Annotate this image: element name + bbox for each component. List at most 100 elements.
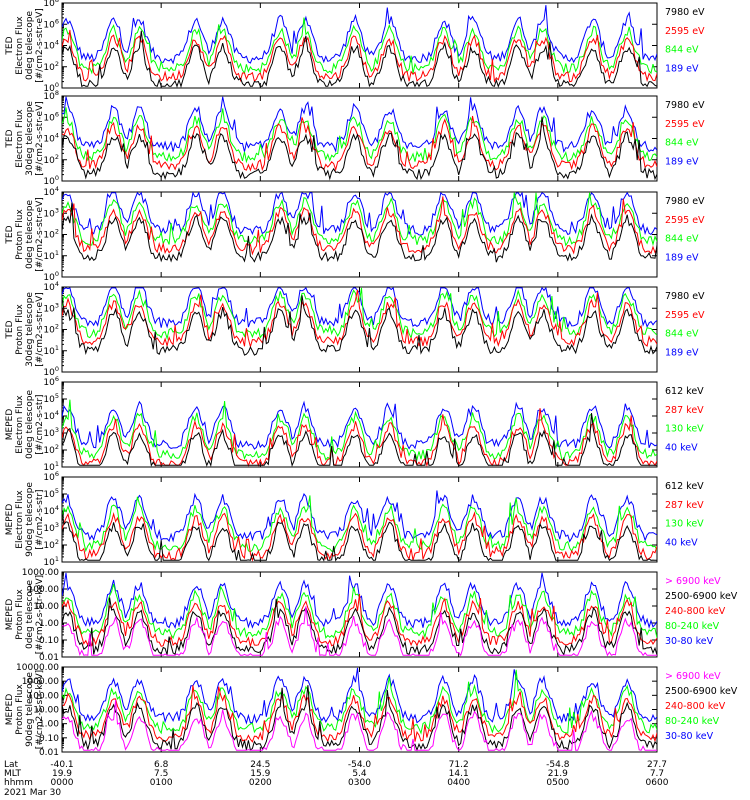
y-tick-label: 100 — [43, 270, 59, 283]
y-axis-label: TED — [5, 320, 15, 339]
x-tick-hhmm: 0400 — [447, 778, 470, 788]
x-tick-hhmm: 0500 — [546, 778, 569, 788]
y-axis-label: [#/cm2-s-str-eV] — [35, 197, 45, 272]
legend-entry: 7980 eV — [665, 196, 705, 207]
y-axis-label: [#/cm2-s-str-eV] — [35, 8, 45, 83]
y-tick-label: 100 — [43, 174, 59, 187]
y-axis-label: 90deg telescope — [25, 482, 35, 557]
series-2595-ev — [62, 196, 657, 256]
y-tick-label: 103 — [43, 426, 59, 439]
y-tick-label: 10.00 — [33, 602, 59, 612]
y-tick-label: 102 — [43, 443, 59, 456]
series-2500-6900-kev — [62, 685, 657, 752]
y-tick-label: 104 — [43, 504, 59, 517]
y-axis-label: TED — [5, 36, 15, 55]
y-axis-label: [#/cm2-s-str-eV] — [35, 101, 45, 176]
y-tick-label: 104 — [43, 185, 59, 198]
y-axis-label: 0deg telescope — [25, 200, 35, 270]
panel-6: 101 102 103 104 105 106 MEPED Electron Flux 90de… — [5, 470, 704, 568]
y-tick-label: 104 — [43, 132, 59, 145]
series-612-kev — [62, 513, 657, 562]
y-axis-label: [#/cm2-s-str-keV] — [35, 575, 45, 654]
x-tick-lat: 27.7 — [647, 760, 667, 770]
series-240-800-kev — [62, 685, 657, 743]
legend-entry: 2595 eV — [665, 26, 705, 37]
y-tick-label: 1000.00 — [22, 568, 59, 578]
panel-4: 100 101 102 103 104 TED Proton Flux 30deg teles… — [5, 280, 705, 378]
x-tick-hhmm: 0300 — [348, 778, 371, 788]
x-tick-hhmm: 0100 — [150, 778, 173, 788]
y-tick-label: 102 — [43, 538, 59, 551]
series-7980-ev — [62, 295, 657, 356]
legend-entry: 240-800 keV — [665, 606, 726, 617]
x-tick-hhmm: 0000 — [51, 778, 74, 788]
series-40-kev — [62, 400, 657, 450]
y-tick-label: 101 — [43, 344, 59, 357]
series-612-kev — [62, 413, 657, 467]
legend-entry: 844 eV — [665, 138, 699, 149]
legend-entry: 7980 eV — [665, 100, 705, 111]
legend-entry: 2595 eV — [665, 215, 705, 226]
y-axis-label: Proton Flux — [15, 304, 25, 355]
legend-entry: 130 keV — [665, 519, 704, 530]
y-tick-label: 101 — [43, 555, 59, 568]
y-tick-label: 0.10 — [39, 636, 59, 646]
panel-3: 100 101 102 103 104 TED Proton Flux 0deg telesc… — [5, 185, 705, 283]
x-tick-mlt: 19.9 — [52, 769, 72, 779]
y-axis-label: 0deg telescope — [25, 11, 35, 81]
y-axis-label: [#/cm2-s-str-keV] — [35, 670, 45, 749]
series--6900-kev — [62, 700, 657, 752]
y-tick-label: 103 — [43, 521, 59, 534]
y-axis-label: Proton Flux — [15, 684, 25, 735]
series-traces — [62, 96, 657, 181]
y-axis-label: Proton Flux — [15, 589, 25, 640]
legend-entry: 40 keV — [665, 442, 698, 453]
legend-entry: 287 keV — [665, 405, 704, 416]
y-axis-label: MEPED — [5, 694, 15, 726]
legend-entry: 2595 eV — [665, 119, 705, 130]
series-traces — [62, 572, 657, 657]
y-tick-label: 101 — [43, 460, 59, 473]
y-axis-label: Electron Flux — [15, 109, 25, 168]
y-axis-label: MEPED — [5, 409, 15, 441]
series-2595-ev — [62, 289, 657, 349]
legend-entry: 287 keV — [665, 500, 704, 511]
y-tick-label: 10000.00 — [16, 663, 59, 673]
y-tick-label: 103 — [43, 206, 59, 219]
series-traces — [62, 667, 657, 752]
y-axis-label: Electron Flux — [15, 490, 25, 549]
series-30-80-kev — [62, 667, 657, 725]
legend-entry: 2595 eV — [665, 310, 705, 321]
legend-entry: > 6900 keV — [665, 671, 721, 682]
y-tick-label: 1.00 — [39, 720, 59, 730]
x-row-label-lat: Lat — [4, 760, 19, 770]
y-tick-label: 102 — [43, 323, 59, 336]
series-844-ev — [62, 17, 657, 75]
date-label: 2021 Mar 30 — [4, 788, 61, 798]
y-axis-label: TED — [5, 225, 15, 244]
x-tick-mlt: 21.9 — [548, 769, 568, 779]
x-tick-lat: 71.2 — [449, 760, 469, 770]
legend-entry: 612 keV — [665, 481, 704, 492]
y-axis-label: 0deg telescope — [25, 580, 35, 650]
panel-frame — [61, 381, 658, 468]
y-axis-label: Proton Flux — [15, 209, 25, 260]
series-287-kev — [62, 511, 657, 562]
y-axis-label: Electron Flux — [15, 16, 25, 75]
x-tick-lat: -54.8 — [546, 760, 570, 770]
series-130-kev — [62, 495, 657, 553]
series-80-240-kev — [62, 669, 657, 735]
series-844-ev — [62, 287, 657, 341]
x-tick-mlt: 5.4 — [352, 769, 367, 779]
x-tick-lat: 6.8 — [154, 760, 169, 770]
y-axis-label: MEPED — [5, 599, 15, 631]
legend-entry: 7980 eV — [665, 291, 705, 302]
y-tick-label: 104 — [43, 280, 59, 293]
y-tick-label: 106 — [43, 470, 59, 483]
series-2500-6900-kev — [62, 597, 657, 657]
y-tick-label: 106 — [43, 375, 59, 388]
legend-entry: 2500-6900 keV — [665, 591, 738, 602]
